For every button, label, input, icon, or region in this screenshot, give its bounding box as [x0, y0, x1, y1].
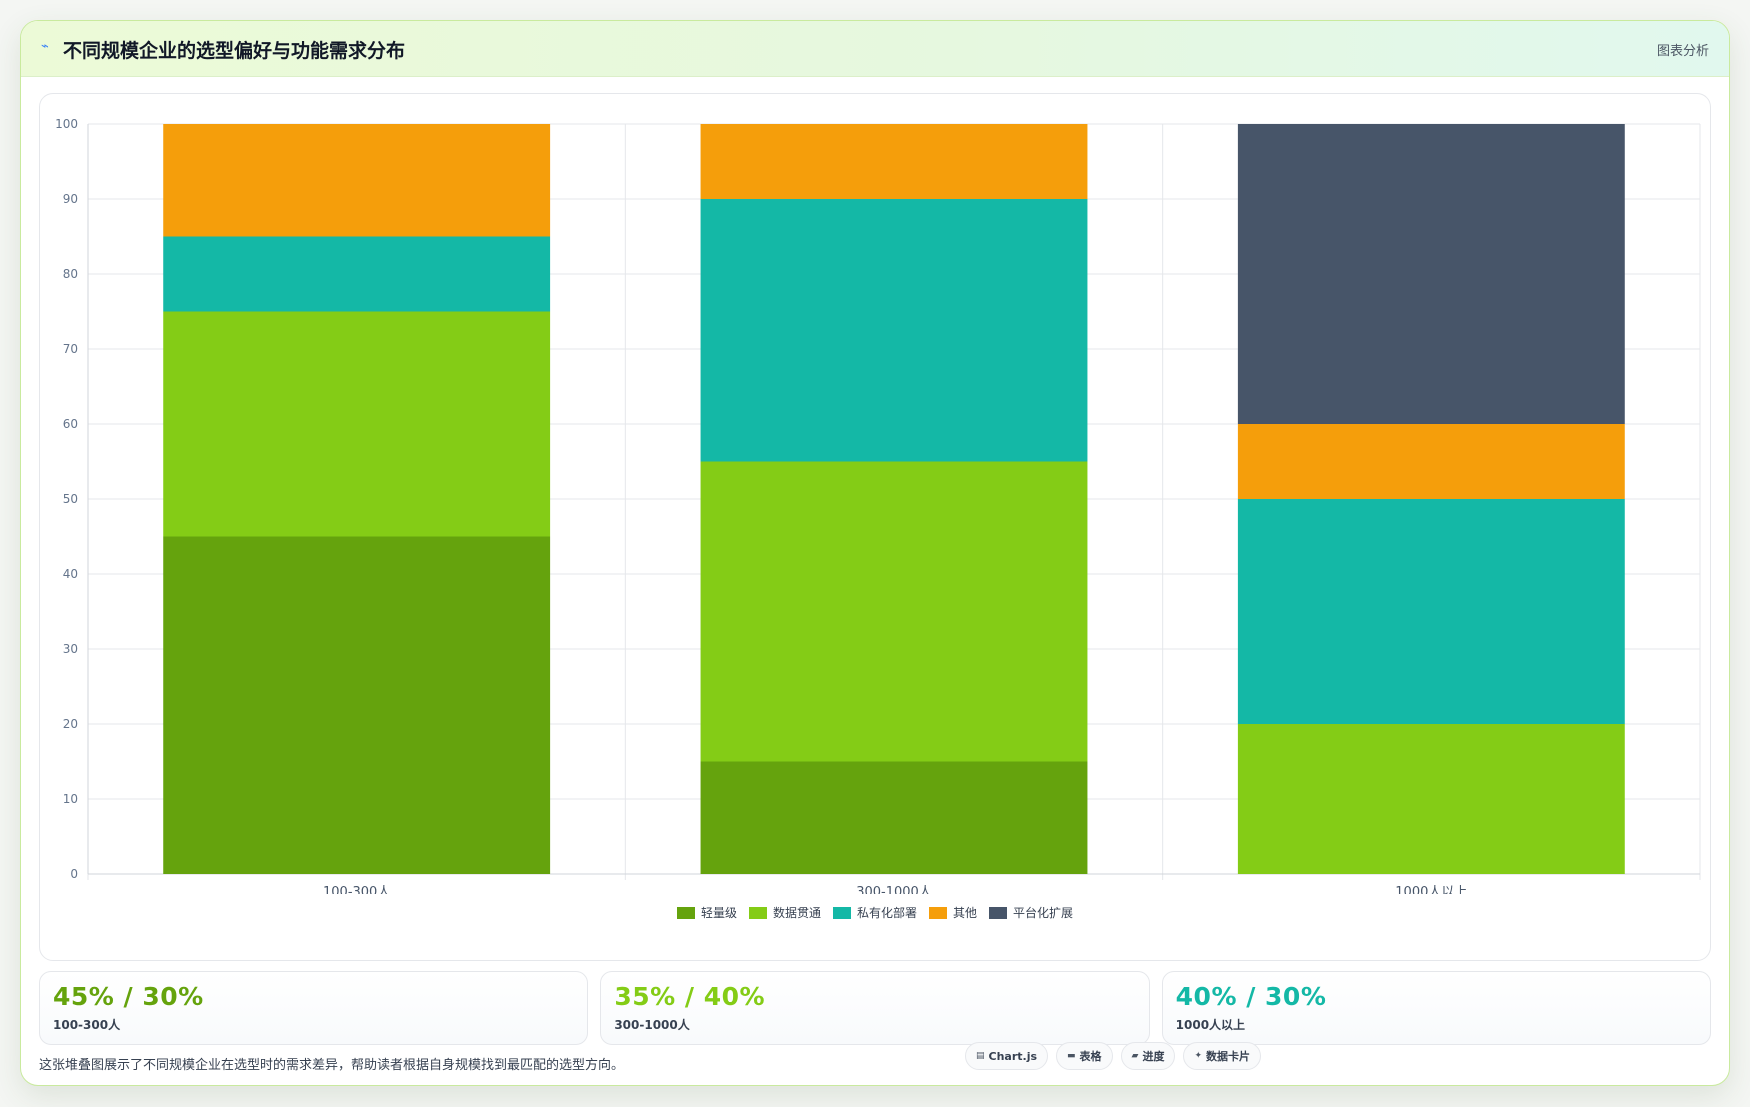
progress-icon: ▰	[1131, 1051, 1139, 1061]
chip-chartjs[interactable]: ▤ Chart.js	[965, 1042, 1049, 1070]
bar-segment	[1237, 124, 1625, 424]
chip-label: 进度	[1142, 1050, 1165, 1063]
y-tick-label: 50	[63, 492, 78, 506]
chart-analysis-tag[interactable]: 图表分析	[1656, 44, 1709, 59]
legend-item[interactable]: 数据贯通	[748, 904, 821, 921]
bar-segment	[163, 236, 551, 312]
chart-panel: 0 10 20 30 40 50 60 70 80 90 100 100-300人 300-1000人 1…	[39, 93, 1711, 961]
bar-segment	[1237, 724, 1625, 874]
y-tick-label: 10	[63, 792, 78, 806]
legend-label: 数据贯通	[772, 906, 821, 920]
stat-value: 40% / 30%	[1175, 982, 1327, 1011]
chip-data-card[interactable]: ✦ 数据卡片	[1183, 1042, 1262, 1070]
stat-label: 100-300人	[53, 1018, 121, 1032]
card-title: 不同规模企业的选型偏好与功能需求分布	[63, 40, 406, 62]
bar-segment	[700, 199, 1088, 462]
chart-description: 这张堆叠图展示了不同规模企业在选型时的需求差异，帮助读者根据自身规模找到最匹配的…	[39, 1058, 625, 1073]
legend-swatch	[929, 906, 947, 919]
stat-card-medium: 35% / 40% 300-1000人	[600, 971, 1150, 1045]
chart-icon: ⌁	[41, 39, 49, 54]
legend-label: 其他	[953, 906, 978, 920]
y-tick-label: 20	[63, 717, 78, 731]
y-tick-label: 40	[63, 567, 78, 581]
bar-segment	[700, 124, 1088, 199]
stat-card-large: 40% / 30% 1000人以上	[1161, 971, 1711, 1045]
sparkle-icon: ✦	[1194, 1051, 1203, 1061]
legend-swatch	[832, 906, 851, 919]
chip-label: 表格	[1079, 1050, 1102, 1063]
y-tick-label: 90	[63, 192, 78, 206]
x-tick-label: 300-1000人	[856, 885, 932, 894]
chip-table[interactable]: ▬ 表格	[1056, 1042, 1113, 1070]
table-icon: ▬	[1067, 1051, 1076, 1061]
stat-value: 45% / 30%	[53, 982, 204, 1011]
bar-segment	[1237, 424, 1625, 499]
stat-label: 1000人以上	[1175, 1018, 1246, 1032]
bar-segment	[700, 461, 1088, 762]
bar-segment	[1237, 499, 1625, 724]
legend-item[interactable]: 其他	[929, 904, 977, 921]
bar-segment	[163, 536, 551, 874]
legend-label: 平台化扩展	[1013, 906, 1074, 920]
legend-swatch	[748, 906, 767, 919]
stat-card-small: 45% / 30% 100-300人	[39, 971, 589, 1045]
y-tick-label: 0	[70, 867, 78, 881]
y-tick-label: 60	[63, 417, 78, 431]
y-tick-label: 80	[63, 267, 78, 281]
bar-segment	[700, 761, 1088, 874]
legend-label: 私有化部署	[856, 906, 917, 920]
card-header: ⌁ 不同规模企业的选型偏好与功能需求分布 图表分析	[21, 21, 1729, 77]
legend-swatch	[989, 906, 1008, 919]
x-tick-label: 100-300人	[323, 885, 390, 894]
stat-label: 300-1000人	[614, 1018, 690, 1032]
x-tick-label: 1000人以上	[1395, 885, 1467, 894]
bar-segment	[163, 124, 551, 237]
chart-card: ⌁ 不同规模企业的选型偏好与功能需求分布 图表分析 0 10 20 30 40 50 60 7…	[20, 20, 1730, 1086]
stat-cards: 45% / 30% 100-300人 35% / 40% 300-1000人 4…	[39, 971, 1711, 1045]
y-tick-label: 100	[55, 117, 78, 131]
y-tick-label: 70	[63, 342, 78, 356]
bar-segment	[163, 311, 551, 537]
chip-progress[interactable]: ▰ 进度	[1120, 1042, 1176, 1070]
stacked-bar-chart: 0 10 20 30 40 50 60 70 80 90 100 100-300人 300-1000人 1…	[55, 117, 1701, 894]
legend-item[interactable]: 平台化扩展	[989, 904, 1073, 921]
y-tick-label: 30	[63, 642, 78, 656]
feature-chips: ▤ Chart.js ▬ 表格 ▰ 进度 ✦ 数据卡片	[965, 1042, 1262, 1070]
chart-legend: 轻量级 数据贯通 私有化部署 其他 平台化扩展	[40, 904, 1710, 921]
legend-item[interactable]: 私有化部署	[832, 904, 917, 921]
stat-value: 35% / 40%	[614, 982, 766, 1011]
legend-label: 轻量级	[700, 906, 737, 920]
chart-icon: ▤	[976, 1051, 985, 1061]
chip-label: Chart.js	[988, 1049, 1038, 1063]
chip-label: 数据卡片	[1206, 1050, 1251, 1063]
legend-item[interactable]: 轻量级	[676, 904, 737, 921]
legend-swatch	[676, 906, 695, 919]
